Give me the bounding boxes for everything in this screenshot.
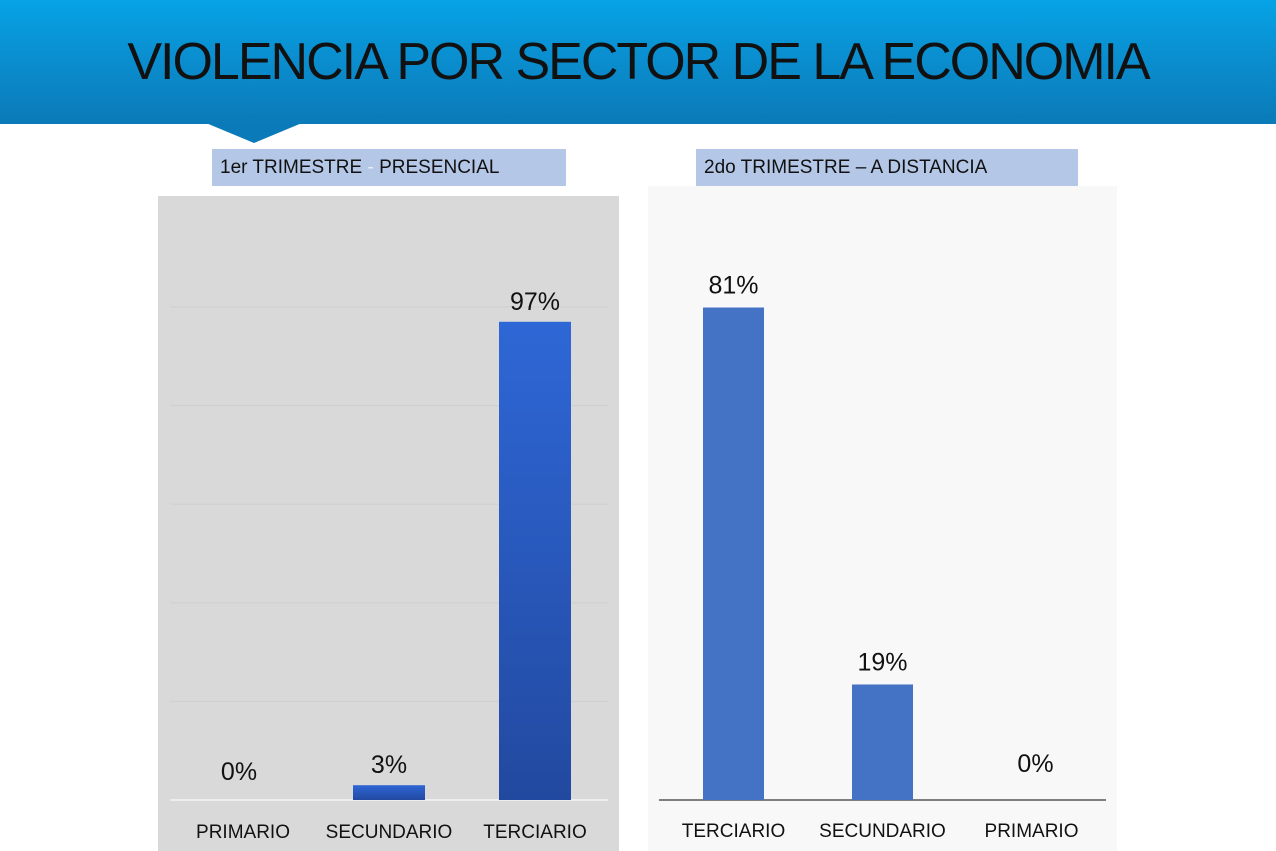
chart1-tab-label-part2: PRESENCIAL	[373, 157, 500, 178]
chart2-bar-secundario	[852, 684, 913, 800]
chart1-tab-separator: -	[367, 157, 374, 178]
chart1-tab-label-part1: 1er TRIMESTRE	[220, 157, 368, 178]
chart1-data-label-terciario: 97%	[510, 288, 560, 316]
chart2-bar-terciario	[703, 307, 764, 800]
chart1-category-label-terciario: TERCIARIO	[483, 822, 586, 843]
chart1-bar-chart: 0% PRIMARIO 3% SECUNDARIO 97% TERCIARIO	[170, 288, 608, 843]
page-title: VIOLENCIA POR SECTOR DE LA ECONOMIA	[127, 33, 1150, 91]
chart2-data-label-terciario: 81%	[708, 272, 758, 300]
chart1-tab: 1er TRIMESTRE - PRESENCIAL	[212, 149, 566, 186]
chart2-bar-chart: 81% TERCIARIO 19% SECUNDARIO 0% PRIMARIO	[659, 272, 1106, 842]
chart1-category-label-primario: PRIMARIO	[196, 822, 290, 843]
title-banner	[0, 0, 1276, 124]
chart1-data-label-secundario: 3%	[371, 751, 407, 779]
chart1-bar-secundario	[353, 785, 425, 800]
chart2-category-label-primario: PRIMARIO	[985, 821, 1079, 842]
chart2-category-label-terciario: TERCIARIO	[682, 821, 785, 842]
chart2-tab-label: 2do TRIMESTRE – A DISTANCIA	[704, 157, 988, 178]
banner-notch	[206, 123, 302, 143]
chart2-data-label-secundario: 19%	[857, 648, 907, 676]
chart1-data-label-primario: 0%	[221, 758, 257, 786]
chart2-category-label-secundario: SECUNDARIO	[819, 821, 946, 842]
chart1-category-label-secundario: SECUNDARIO	[326, 822, 453, 843]
chart1-bar-terciario	[499, 321, 571, 800]
chart2-tab: 2do TRIMESTRE – A DISTANCIA	[696, 149, 1078, 186]
chart2-data-label-primario: 0%	[1017, 750, 1053, 778]
